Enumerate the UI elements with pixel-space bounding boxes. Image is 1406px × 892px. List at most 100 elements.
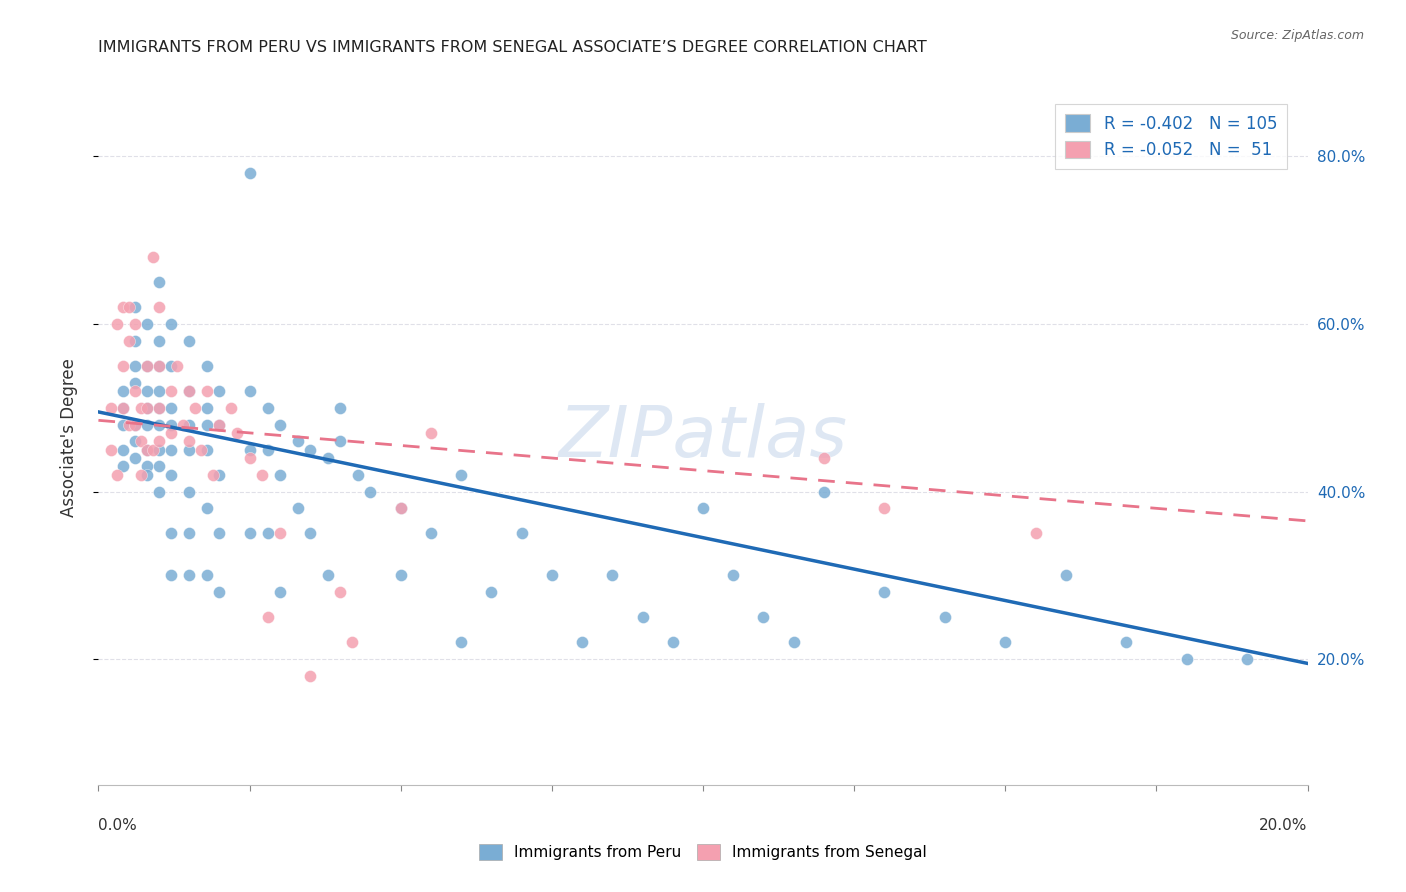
Legend: R = -0.402   N = 105, R = -0.052   N =  51: R = -0.402 N = 105, R = -0.052 N = 51 bbox=[1056, 104, 1286, 169]
Point bbox=[124, 417, 146, 432]
Point bbox=[160, 417, 183, 432]
Point bbox=[111, 459, 134, 474]
Point bbox=[148, 459, 170, 474]
Point bbox=[135, 359, 157, 373]
Point bbox=[934, 610, 956, 624]
Point bbox=[148, 417, 170, 432]
Point bbox=[208, 467, 231, 482]
Point bbox=[179, 417, 201, 432]
Point bbox=[692, 501, 714, 516]
Point bbox=[256, 401, 278, 415]
Point bbox=[723, 568, 745, 582]
Point bbox=[540, 568, 562, 582]
Point bbox=[195, 359, 218, 373]
Point bbox=[142, 442, 165, 457]
Point bbox=[135, 467, 157, 482]
Point bbox=[111, 359, 134, 373]
Point bbox=[256, 442, 278, 457]
Point bbox=[129, 401, 152, 415]
Point bbox=[129, 467, 152, 482]
Point bbox=[124, 450, 146, 465]
Point bbox=[148, 359, 170, 373]
Point bbox=[129, 434, 152, 449]
Point bbox=[148, 442, 170, 457]
Point bbox=[148, 384, 170, 398]
Point bbox=[135, 359, 157, 373]
Point bbox=[124, 434, 146, 449]
Point bbox=[195, 442, 218, 457]
Point bbox=[752, 610, 775, 624]
Point bbox=[342, 635, 364, 649]
Point bbox=[148, 359, 170, 373]
Point bbox=[160, 425, 183, 440]
Point bbox=[135, 442, 157, 457]
Point bbox=[873, 585, 896, 599]
Point bbox=[184, 401, 207, 415]
Point bbox=[481, 585, 503, 599]
Point bbox=[208, 417, 231, 432]
Point bbox=[1054, 568, 1077, 582]
Text: IMMIGRANTS FROM PERU VS IMMIGRANTS FROM SENEGAL ASSOCIATE’S DEGREE CORRELATION C: IMMIGRANTS FROM PERU VS IMMIGRANTS FROM … bbox=[98, 40, 927, 55]
Y-axis label: Associate's Degree: Associate's Degree bbox=[59, 358, 77, 516]
Point bbox=[135, 317, 157, 331]
Point bbox=[135, 401, 157, 415]
Point bbox=[111, 442, 134, 457]
Point bbox=[179, 526, 201, 541]
Point bbox=[360, 484, 382, 499]
Point bbox=[1024, 526, 1046, 541]
Point bbox=[208, 585, 231, 599]
Point bbox=[602, 568, 624, 582]
Point bbox=[124, 334, 146, 348]
Point bbox=[287, 434, 309, 449]
Point bbox=[389, 501, 412, 516]
Point bbox=[1115, 635, 1137, 649]
Point bbox=[250, 467, 273, 482]
Point bbox=[631, 610, 654, 624]
Text: 20.0%: 20.0% bbox=[1260, 818, 1308, 832]
Point bbox=[329, 434, 352, 449]
Point bbox=[239, 442, 262, 457]
Point bbox=[160, 442, 183, 457]
Point bbox=[450, 635, 472, 649]
Point bbox=[160, 384, 183, 398]
Point bbox=[148, 434, 170, 449]
Point bbox=[160, 401, 183, 415]
Point bbox=[135, 417, 157, 432]
Point bbox=[111, 417, 134, 432]
Point bbox=[142, 250, 165, 264]
Point bbox=[179, 484, 201, 499]
Point bbox=[179, 384, 201, 398]
Point bbox=[124, 359, 146, 373]
Point bbox=[239, 526, 262, 541]
Point bbox=[389, 568, 412, 582]
Point bbox=[160, 568, 183, 582]
Point bbox=[148, 401, 170, 415]
Point bbox=[179, 384, 201, 398]
Point bbox=[269, 585, 291, 599]
Point bbox=[299, 669, 322, 683]
Point bbox=[124, 376, 146, 390]
Point bbox=[813, 450, 835, 465]
Point bbox=[202, 467, 225, 482]
Text: ZIPatlas: ZIPatlas bbox=[558, 402, 848, 472]
Point bbox=[118, 417, 141, 432]
Point bbox=[208, 526, 231, 541]
Point bbox=[105, 467, 128, 482]
Point bbox=[124, 417, 146, 432]
Point bbox=[166, 359, 188, 373]
Point bbox=[239, 166, 262, 180]
Point bbox=[148, 275, 170, 289]
Point bbox=[994, 635, 1017, 649]
Point bbox=[179, 434, 201, 449]
Point bbox=[195, 568, 218, 582]
Point bbox=[148, 334, 170, 348]
Point bbox=[135, 401, 157, 415]
Point bbox=[269, 526, 291, 541]
Point bbox=[329, 585, 352, 599]
Point bbox=[160, 359, 183, 373]
Point bbox=[100, 442, 122, 457]
Point bbox=[571, 635, 593, 649]
Point bbox=[347, 467, 370, 482]
Point bbox=[813, 484, 835, 499]
Point bbox=[172, 417, 194, 432]
